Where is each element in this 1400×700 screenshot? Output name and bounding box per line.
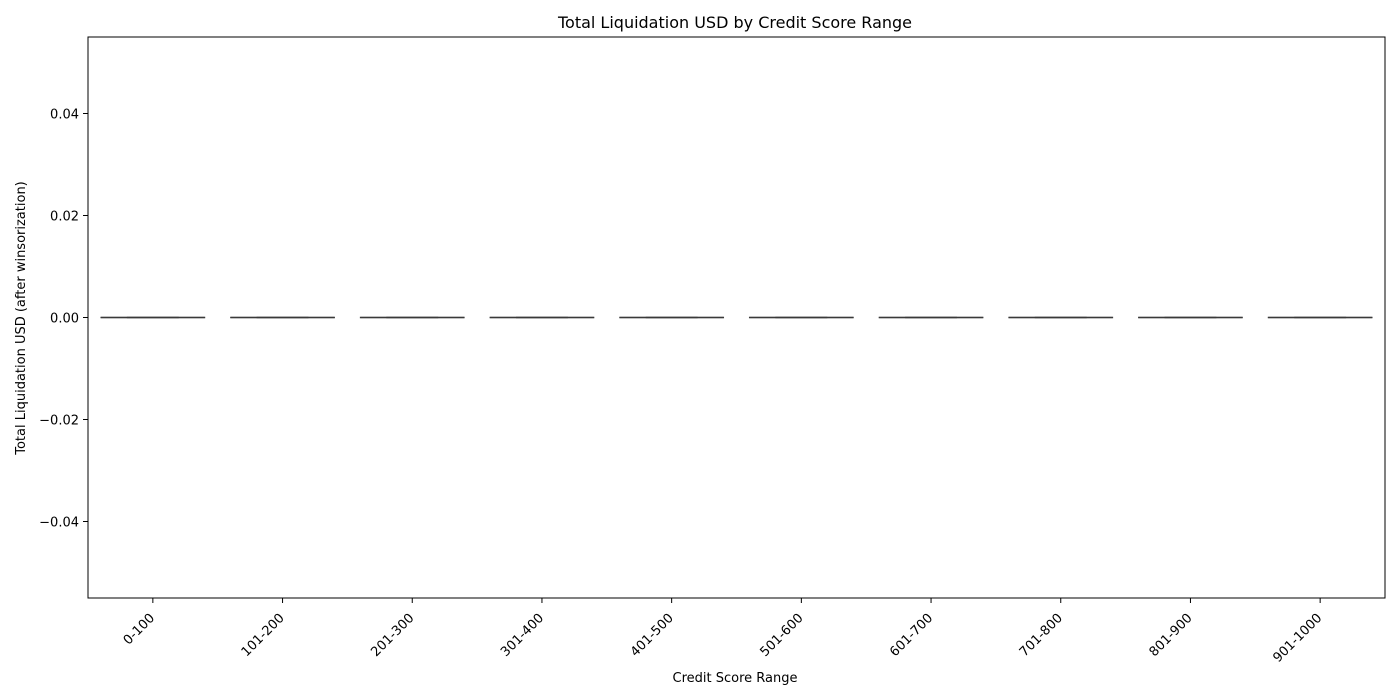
x-tick-label: 801-900 (1147, 611, 1196, 660)
x-tick-label: 901-1000 (1270, 611, 1325, 666)
box-201-300 (359, 316, 465, 319)
y-axis-label: Total Liquidation USD (after winsorizati… (14, 181, 29, 456)
box-0-100 (100, 316, 206, 319)
y-axis: −0.04 −0.02 0.00 0.02 0.04 (39, 108, 88, 531)
box-601-700 (878, 316, 984, 319)
box-401-500 (619, 316, 725, 319)
box-701-800 (1008, 316, 1114, 319)
boxes (100, 316, 1373, 319)
x-tick-label: 501-600 (757, 611, 806, 660)
x-axis: 0-100 101-200 201-300 301-400 401-500 501-600… (121, 598, 1325, 666)
y-tick-label: 0.00 (50, 312, 79, 327)
y-tick-label: 0.04 (50, 108, 79, 123)
chart-title: Total Liquidation USD by Credit Score Ra… (557, 13, 912, 32)
y-tick-label: 0.02 (50, 210, 79, 225)
box-101-200 (230, 316, 335, 319)
box-801-900 (1138, 316, 1243, 319)
box-901-1000 (1267, 316, 1373, 319)
x-tick-label: 0-100 (121, 611, 158, 648)
x-tick-label: 401-500 (628, 611, 677, 660)
x-tick-label: 201-300 (368, 611, 417, 660)
box-301-400 (489, 316, 595, 319)
x-tick-label: 101-200 (239, 611, 288, 660)
x-tick-label: 701-800 (1017, 611, 1066, 660)
x-tick-label: 301-400 (498, 611, 547, 660)
y-tick-label: −0.02 (39, 414, 79, 429)
y-tick-label: −0.04 (39, 516, 79, 531)
x-tick-label: 601-700 (887, 611, 936, 660)
box-501-600 (748, 316, 854, 319)
x-axis-label: Credit Score Range (673, 671, 798, 686)
